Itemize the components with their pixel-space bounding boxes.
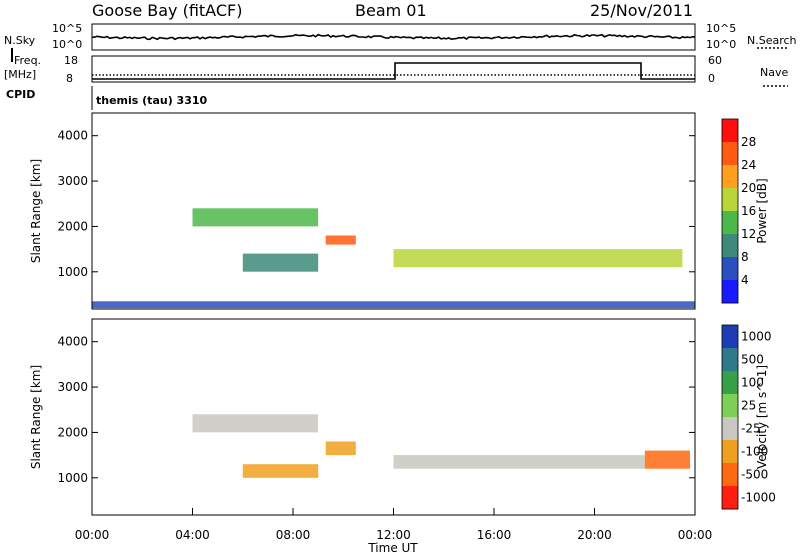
date-title: 25/Nov/2011 bbox=[590, 1, 693, 20]
freq-label-2: [MHz] bbox=[4, 68, 36, 81]
power-colorbar-segment bbox=[722, 280, 738, 304]
velocity-xtick-label: 12:00 bbox=[376, 528, 411, 542]
nave-label: Nave bbox=[760, 66, 788, 79]
power-colorbar-frame bbox=[721, 118, 739, 304]
velocity-colorbar-segment bbox=[722, 371, 738, 395]
velocity-colorbar-tick: -500 bbox=[741, 468, 768, 482]
velocity-xtick-label: 08:00 bbox=[276, 528, 311, 542]
nsky-tick-top: 10^5 bbox=[52, 22, 82, 35]
nsearch-label: N.Search bbox=[747, 34, 797, 47]
power-echo-3 bbox=[393, 249, 683, 268]
power-colorbar-segment bbox=[722, 142, 738, 166]
velocity-colorbar-tick: 25 bbox=[741, 399, 756, 413]
freq-label-1: Freq. bbox=[14, 54, 41, 67]
power-colorbar-segment bbox=[722, 165, 738, 189]
power-ytick-label: 3000 bbox=[57, 174, 88, 188]
velocity-ytick-label: 3000 bbox=[57, 380, 88, 394]
velocity-colorbar-tick: 500 bbox=[741, 353, 764, 367]
velocity-colorbar-segment bbox=[722, 486, 738, 510]
velocity-y-ticks: 1000 2000 3000 4000 bbox=[57, 335, 695, 485]
power-colorbar-tick: 8 bbox=[741, 250, 749, 264]
velocity-colorbar-tick: 1000 bbox=[741, 330, 772, 344]
velocity-echo-0 bbox=[192, 414, 319, 433]
power-colorbar-label: Power [dB] bbox=[755, 178, 769, 243]
velocity-xtick-label: 00:00 bbox=[75, 528, 110, 542]
velocity-colorbar-segment bbox=[722, 440, 738, 464]
nave-tick-top: 60 bbox=[708, 54, 722, 67]
power-ytick-label: 4000 bbox=[57, 129, 88, 143]
freq-trace bbox=[92, 62, 695, 80]
power-echo-0 bbox=[192, 208, 319, 227]
power-colorbar: 4 8 12 16 20 24 28 bbox=[721, 118, 756, 304]
velocity-x-ticks: 00:00 04:00 08:00 12:00 16:00 20:00 00:00 bbox=[75, 508, 713, 542]
freq-panel: Freq. [MHz] 18 8 60 0 Nave bbox=[4, 54, 788, 87]
velocity-xtick-label: 04:00 bbox=[175, 528, 210, 542]
power-echo-2 bbox=[325, 235, 356, 245]
velocity-echo-2 bbox=[325, 441, 356, 456]
power-ytick-label: 1000 bbox=[57, 265, 88, 279]
velocity-echo-4 bbox=[644, 450, 690, 469]
power-colorbar-segment bbox=[722, 188, 738, 212]
freq-tick-bottom: 8 bbox=[66, 72, 73, 85]
velocity-ytick-label: 2000 bbox=[57, 425, 88, 439]
station-title: Goose Bay (fitACF) bbox=[92, 1, 242, 20]
velocity-colorbar-tick: -1000 bbox=[741, 491, 776, 505]
power-y-ticks: 1000 2000 3000 4000 bbox=[57, 129, 695, 279]
nsearch-tick-bottom: 10^0 bbox=[706, 38, 736, 51]
velocity-frame bbox=[91, 318, 696, 516]
velocity-colorbar-segment bbox=[722, 463, 738, 487]
velocity-ytick-label: 4000 bbox=[57, 335, 88, 349]
velocity-echoes bbox=[192, 414, 690, 478]
velocity-colorbar-segment bbox=[722, 394, 738, 418]
power-colorbar-segment bbox=[722, 257, 738, 281]
velocity-colorbar-label: Velocity [m s^-1] bbox=[755, 365, 769, 469]
freq-tick-top: 18 bbox=[64, 54, 78, 67]
power-echo-1 bbox=[242, 253, 319, 272]
nsky-panel: N.Sky 10^5 10^0 10^5 10^0 N.Search bbox=[4, 22, 797, 62]
velocity-colorbar-tick: 100 bbox=[741, 376, 764, 390]
cpid-label: CPID bbox=[6, 88, 35, 101]
power-colorbar-tick: 24 bbox=[741, 158, 756, 172]
velocity-echo-3 bbox=[393, 455, 645, 469]
velocity-xtick-label: 16:00 bbox=[477, 528, 512, 542]
velocity-colorbar-tick: -25 bbox=[741, 422, 761, 436]
power-colorbar-segment bbox=[722, 119, 738, 143]
power-colorbar-tick: 16 bbox=[741, 204, 756, 218]
power-frame bbox=[91, 112, 696, 310]
velocity-echo-1 bbox=[242, 464, 319, 478]
power-echoes bbox=[92, 208, 695, 309]
power-colorbar-segment bbox=[722, 211, 738, 235]
velocity-colorbar-segment bbox=[722, 325, 738, 349]
velocity-colorbar: 1000 500 100 25 -25 -100 -500 -1000 bbox=[721, 324, 776, 510]
nsky-tick-bottom: 10^0 bbox=[52, 38, 82, 51]
velocity-ylabel: Slant Range [km] bbox=[29, 365, 43, 469]
velocity-xlabel: Time UT bbox=[367, 541, 418, 554]
velocity-colorbar-segment bbox=[722, 417, 738, 441]
velocity-colorbar-tick: -100 bbox=[741, 445, 768, 459]
power-colorbar-tick: 28 bbox=[741, 135, 756, 149]
nsearch-tick-top: 10^5 bbox=[706, 22, 736, 35]
power-ylabel: Slant Range [km] bbox=[29, 159, 43, 263]
velocity-colorbar-frame bbox=[721, 324, 739, 510]
power-colorbar-tick: 4 bbox=[741, 273, 749, 287]
beam-title: Beam 01 bbox=[355, 1, 427, 20]
nsky-trace bbox=[91, 33, 696, 41]
nsky-label: N.Sky bbox=[4, 34, 36, 47]
power-panel: 1000 2000 3000 4000 Slant Range [km] bbox=[29, 112, 696, 310]
cpid-value: themis (tau) 3310 bbox=[96, 94, 208, 107]
power-colorbar-tick: 20 bbox=[741, 181, 756, 195]
velocity-xtick-label: 20:00 bbox=[577, 528, 612, 542]
nave-tick-bottom: 0 bbox=[708, 72, 715, 85]
velocity-colorbar-segment bbox=[722, 348, 738, 372]
power-colorbar-segment bbox=[722, 234, 738, 258]
power-ytick-label: 2000 bbox=[57, 219, 88, 233]
power-colorbar-tick: 12 bbox=[741, 227, 756, 241]
velocity-ytick-label: 1000 bbox=[57, 471, 88, 485]
power-echo-4 bbox=[92, 301, 695, 309]
velocity-xtick-label: 00:00 bbox=[678, 528, 713, 542]
